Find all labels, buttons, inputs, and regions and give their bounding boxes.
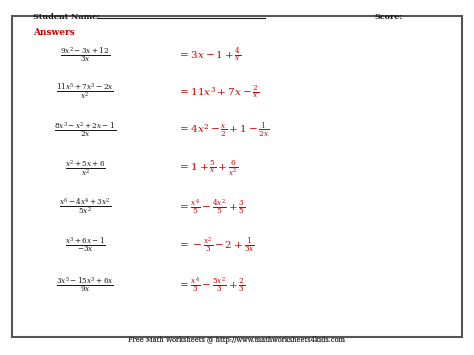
Text: $\frac{x^6 - 4x^4 + 3x^2}{5x^2}$: $\frac{x^6 - 4x^4 + 3x^2}{5x^2}$ <box>59 197 111 217</box>
FancyBboxPatch shape <box>12 16 462 337</box>
Text: $= -\frac{x^2}{3} - 2 + \frac{1}{3x}$: $= -\frac{x^2}{3} - 2 + \frac{1}{3x}$ <box>178 236 255 255</box>
Text: Score:: Score: <box>374 13 403 22</box>
Text: Answers: Answers <box>33 28 75 37</box>
Text: $= 11x^3 + 7x - \frac{2}{x}$: $= 11x^3 + 7x - \frac{2}{x}$ <box>178 84 259 100</box>
Text: $= 4x^2 - \frac{x}{2} + 1 - \frac{1}{2x}$: $= 4x^2 - \frac{x}{2} + 1 - \frac{1}{2x}… <box>178 121 269 140</box>
Text: $= 1 + \frac{5}{x} + \frac{6}{x^2}$: $= 1 + \frac{5}{x} + \frac{6}{x^2}$ <box>178 159 238 178</box>
Text: $= 3x - 1 + \frac{4}{x}$: $= 3x - 1 + \frac{4}{x}$ <box>178 46 241 64</box>
Text: $\frac{3x^5 - 15x^3 + 6x}{9x}$: $\frac{3x^5 - 15x^3 + 6x}{9x}$ <box>56 275 114 295</box>
Text: $= \frac{x^4}{3} - \frac{5x^2}{3} + \frac{2}{3}$: $= \frac{x^4}{3} - \frac{5x^2}{3} + \fra… <box>178 275 245 295</box>
Text: Student Name:: Student Name: <box>33 13 103 22</box>
Text: $\frac{8x^3 - x^2 + 2x - 1}{2x}$: $\frac{8x^3 - x^2 + 2x - 1}{2x}$ <box>55 121 116 140</box>
Text: $= \frac{x^4}{5} - \frac{4x^2}{5} + \frac{3}{5}$: $= \frac{x^4}{5} - \frac{4x^2}{5} + \fra… <box>178 197 245 217</box>
Text: Free Math Worksheets @ http://www.mathworksheets4kids.com: Free Math Worksheets @ http://www.mathwo… <box>128 336 346 344</box>
Text: $\frac{x^2 + 5x + 6}{x^2}$: $\frac{x^2 + 5x + 6}{x^2}$ <box>65 159 106 179</box>
Text: $\frac{9x^2 - 3x + 12}{3x}$: $\frac{9x^2 - 3x + 12}{3x}$ <box>60 45 110 65</box>
Text: Free Math Worksheets @ http://www.mathworksheets4kids.com: Free Math Worksheets @ http://www.mathwo… <box>128 336 346 344</box>
Text: $\frac{x^3 + 6x - 1}{-3x}$: $\frac{x^3 + 6x - 1}{-3x}$ <box>65 236 106 255</box>
Text: $\frac{11x^5 + 7x^3 - 2x}{x^2}$: $\frac{11x^5 + 7x^3 - 2x}{x^2}$ <box>56 82 114 102</box>
